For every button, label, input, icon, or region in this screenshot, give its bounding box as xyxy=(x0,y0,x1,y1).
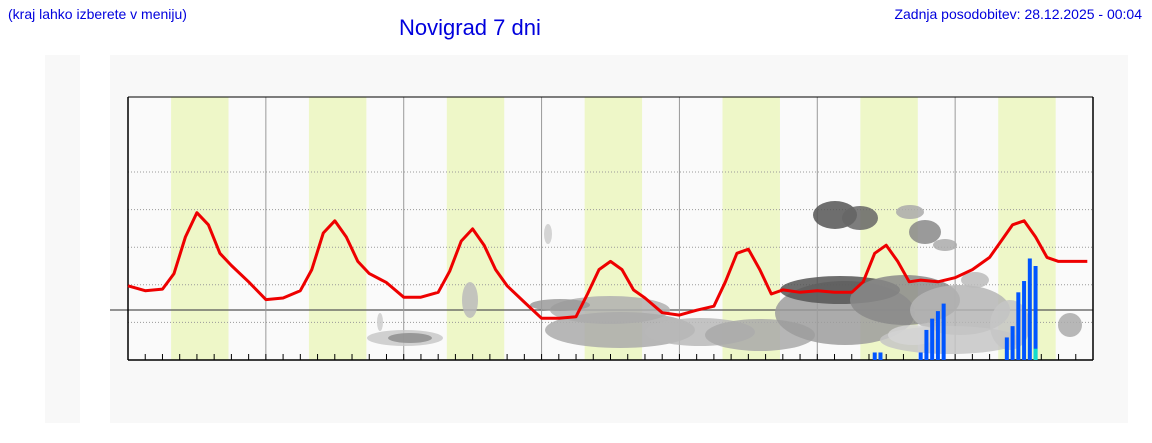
daylight-band xyxy=(722,97,780,360)
precip-bar xyxy=(1010,326,1015,360)
shower-bar xyxy=(1033,348,1038,360)
daylight-band xyxy=(446,97,505,360)
cloud-density-shading xyxy=(367,201,1082,354)
precip-bar xyxy=(1016,292,1021,360)
precip-bar xyxy=(1027,258,1032,360)
precip-bar xyxy=(1004,337,1009,360)
precip-bar xyxy=(1022,281,1027,360)
precip-bar xyxy=(918,352,923,360)
precip-bar xyxy=(941,303,946,360)
temperature-axis-panel xyxy=(45,55,80,423)
precip-bar xyxy=(872,352,877,360)
last-update: Zadnja posodobitev: 28.12.2025 - 00:04 xyxy=(894,6,1142,22)
precip-bar xyxy=(1033,266,1038,360)
region-hint: (kraj lahko izberete v meniju) xyxy=(8,6,187,22)
daylight-band xyxy=(308,97,367,360)
daylight-band xyxy=(171,97,229,360)
page-title: Novigrad 7 dni xyxy=(399,15,541,40)
precip-bar xyxy=(935,311,940,360)
precip-bar xyxy=(924,329,929,360)
precip-bar xyxy=(930,318,935,360)
precip-bar xyxy=(878,352,883,360)
temperature-line xyxy=(127,211,1088,320)
